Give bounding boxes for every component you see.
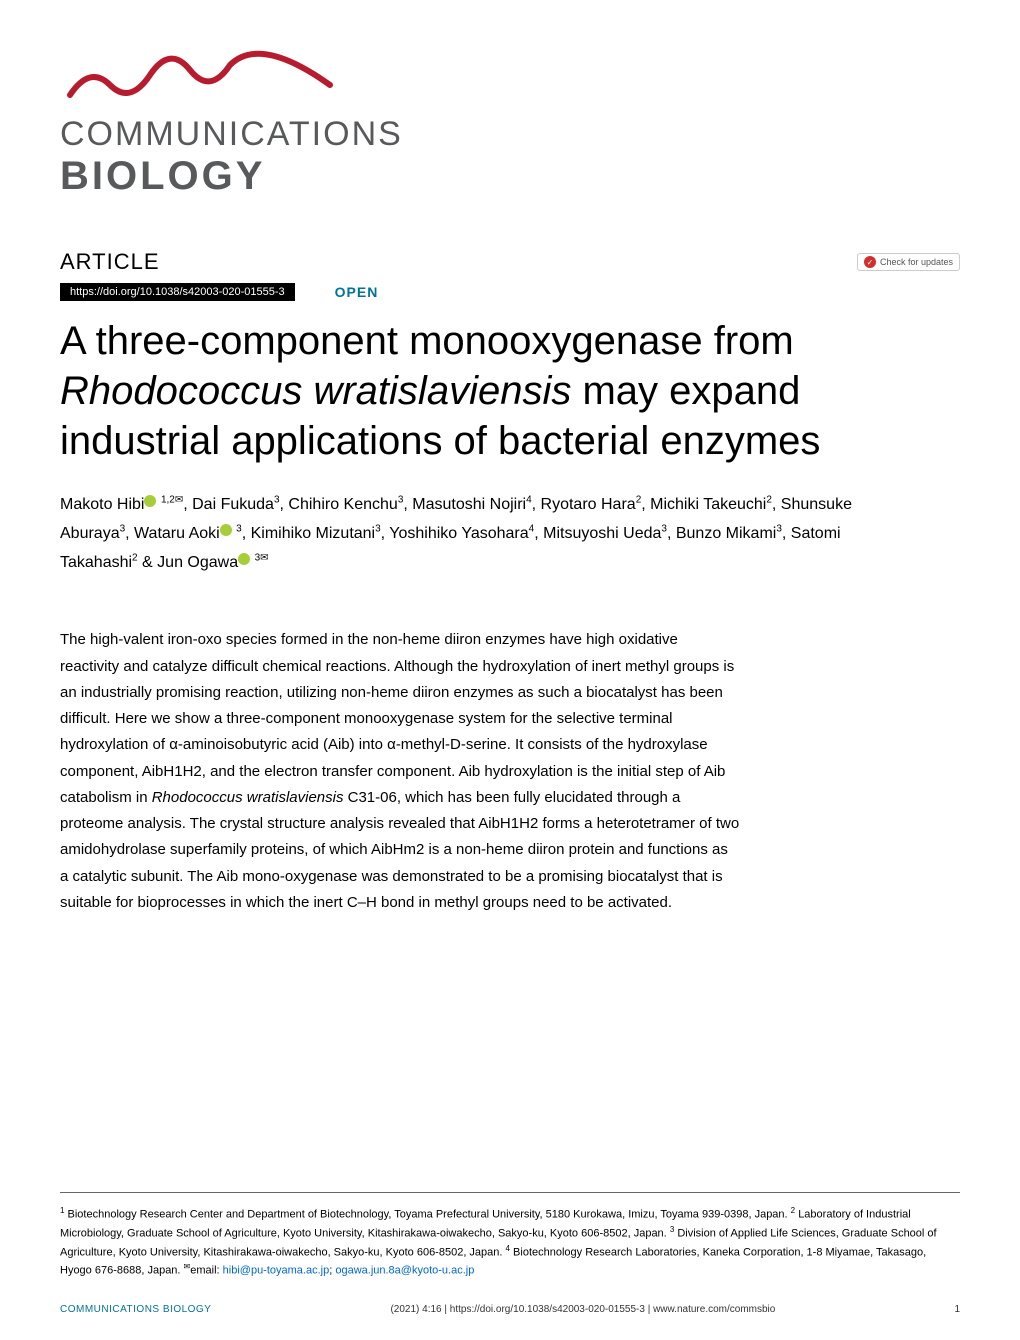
doi-row: https://doi.org/10.1038/s42003-020-01555…: [60, 283, 960, 301]
footer-journal: COMMUNICATIONS BIOLOGY: [60, 1304, 211, 1315]
doi-badge[interactable]: https://doi.org/10.1038/s42003-020-01555…: [60, 283, 295, 301]
orcid-icon[interactable]: [144, 495, 156, 507]
page-number: 1: [954, 1304, 960, 1315]
logo-swoosh: [60, 40, 340, 110]
logo-line1: COMMUNICATIONS: [60, 115, 960, 154]
author-6: Michiki Takeuchi: [650, 496, 766, 513]
author-8: Wataru Aoki: [134, 525, 220, 542]
page-footer: COMMUNICATIONS BIOLOGY (2021) 4:16 | htt…: [60, 1304, 960, 1315]
email-label: email:: [190, 1265, 222, 1277]
article-type-label: ARTICLE: [60, 249, 160, 275]
author-list: Makoto Hibi 1,2✉, Dai Fukuda3, Chihiro K…: [60, 491, 880, 577]
author-11: Mitsuyoshi Ueda: [543, 525, 661, 542]
author-3: Chihiro Kenchu: [288, 496, 397, 513]
author-10: Yoshihiko Yasohara: [389, 525, 528, 542]
title-part1: A three-component monooxygenase from: [60, 319, 794, 363]
author-14: Jun Ogawa: [157, 554, 238, 571]
orcid-icon[interactable]: [220, 524, 232, 536]
abstract-s2: C31-06, which has been fully elucidated …: [60, 789, 739, 911]
author-9: Kimihiko Mizutani: [251, 525, 375, 542]
author-1: Makoto Hibi: [60, 496, 144, 513]
article-title: A three-component monooxygenase from Rho…: [60, 316, 960, 466]
affiliation-1: Biotechnology Research Center and Depart…: [68, 1209, 788, 1221]
author-4: Masutoshi Nojiri: [412, 496, 526, 513]
logo-line2: BIOLOGY: [60, 154, 960, 199]
article-header: ARTICLE ✓ Check for updates: [60, 249, 960, 275]
footer-citation: (2021) 4:16 | https://doi.org/10.1038/s4…: [211, 1304, 954, 1315]
title-italic: Rhodococcus wratislaviensis: [60, 369, 571, 413]
corresponding-email-2[interactable]: ogawa.jun.8a@kyoto-u.ac.jp: [335, 1265, 474, 1277]
orcid-icon[interactable]: [238, 553, 250, 565]
author-5: Ryotaro Hara: [541, 496, 636, 513]
check-updates-badge[interactable]: ✓ Check for updates: [857, 253, 960, 271]
abstract-italic: Rhodococcus wratislaviensis: [152, 789, 344, 806]
check-updates-icon: ✓: [864, 256, 876, 268]
author-2: Dai Fukuda: [192, 496, 274, 513]
corresponding-email-1[interactable]: hibi@pu-toyama.ac.jp: [223, 1265, 330, 1277]
open-access-label: OPEN: [335, 284, 379, 300]
journal-logo: COMMUNICATIONS BIOLOGY: [60, 40, 960, 199]
abstract: The high-valent iron-oxo species formed …: [60, 627, 740, 916]
check-updates-text: Check for updates: [880, 257, 953, 267]
affiliations: 1 Biotechnology Research Center and Depa…: [60, 1192, 960, 1280]
author-12: Bunzo Mikami: [676, 525, 776, 542]
